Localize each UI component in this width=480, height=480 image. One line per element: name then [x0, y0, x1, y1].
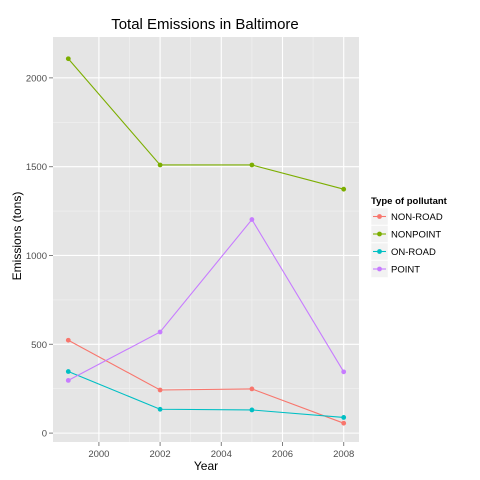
- legend-label: NONPOINT: [391, 230, 441, 241]
- y-tick-label: 500: [31, 340, 47, 351]
- x-tick-label: 2000: [88, 449, 109, 460]
- grid-major: [53, 37, 359, 442]
- series-line-nonpoint: [67, 58, 344, 190]
- y-axis: 0 500 1000 1500 2000: [26, 73, 53, 440]
- series-layer: [65, 56, 347, 426]
- data-point-on-road: [249, 407, 255, 413]
- data-point-point: [249, 217, 255, 222]
- legend-label: POINT: [391, 265, 420, 276]
- x-axis: 2000 2002 2004 2006 2008: [88, 442, 354, 460]
- data-point-nonpoint: [157, 162, 163, 168]
- legend-title: Type of pollutant: [371, 196, 448, 207]
- x-tick-label: 2006: [272, 449, 293, 460]
- x-tick-label: 2004: [211, 449, 232, 460]
- chart-title: Total Emissions in Baltimore: [111, 16, 299, 33]
- series-line-on-road: [68, 371, 344, 418]
- data-point-non-road: [249, 386, 255, 392]
- y-tick-label: 1500: [26, 162, 47, 173]
- data-point-point: [65, 377, 71, 383]
- legend-label: NON-ROAD: [391, 212, 443, 223]
- legend-item-on-road: ON-ROAD: [370, 242, 436, 261]
- data-point-point: [341, 369, 347, 375]
- legend-key-point: [377, 231, 382, 237]
- y-tick-label: 0: [42, 429, 47, 440]
- data-point-nonpoint: [341, 186, 347, 192]
- data-point-non-road: [157, 387, 163, 393]
- legend-item-non-road: NON-ROAD: [370, 207, 443, 226]
- data-point-nonpoint: [249, 162, 255, 168]
- data-point-point: [157, 329, 163, 335]
- x-tick-label: 2008: [333, 449, 354, 460]
- legend-item-nonpoint: NONPOINT: [370, 225, 441, 243]
- y-tick-label: 2000: [26, 73, 47, 84]
- series-line-point: [68, 218, 345, 381]
- legend-label: ON-ROAD: [391, 247, 436, 258]
- y-axis-title: Emissions (tons): [10, 192, 24, 281]
- legend: Type of pollutant NON-ROAD NONPOINT ON-ROA…: [370, 196, 448, 278]
- x-axis-title: Year: [194, 459, 218, 473]
- y-tick-label: 1000: [26, 251, 47, 262]
- data-point-on-road: [341, 415, 347, 420]
- data-point-non-road: [65, 337, 71, 343]
- grid-minor: [53, 37, 359, 442]
- series-line-non-road: [68, 339, 344, 424]
- legend-key-point: [377, 249, 382, 254]
- data-point-on-road: [65, 369, 71, 374]
- plot-panel: [53, 37, 359, 442]
- legend-key-point: [377, 266, 382, 272]
- data-point-nonpoint: [65, 56, 71, 62]
- x-tick-label: 2002: [150, 449, 171, 460]
- legend-key-point: [377, 214, 382, 219]
- legend-item-point: POINT: [370, 260, 420, 278]
- data-point-on-road: [157, 406, 163, 412]
- data-point-non-road: [341, 420, 347, 426]
